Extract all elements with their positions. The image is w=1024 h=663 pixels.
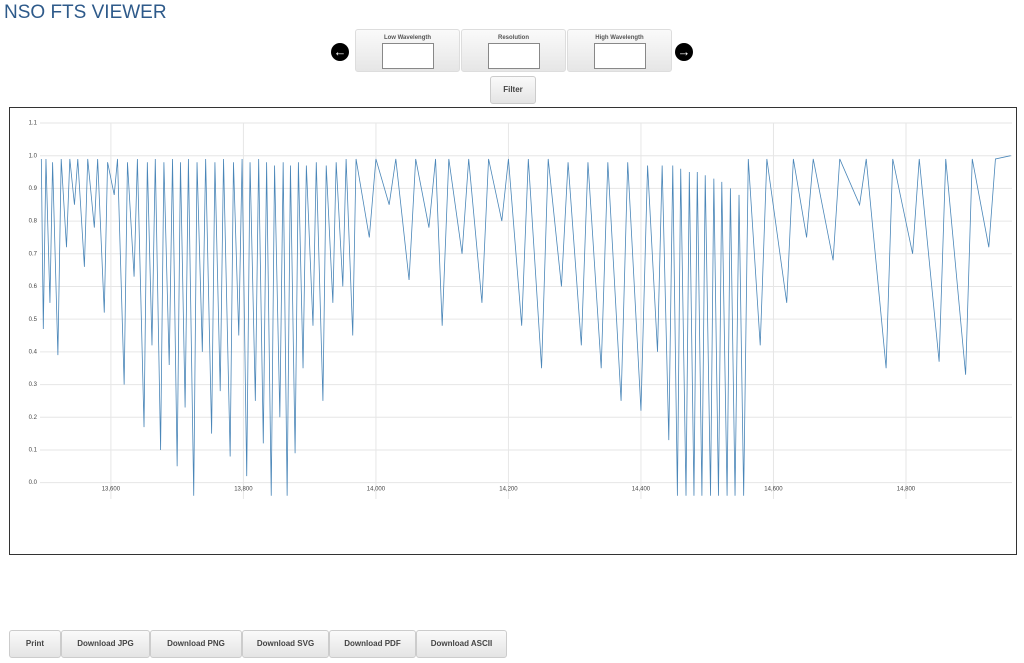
download-button[interactable]: Download ASCII [416,630,507,658]
y-tick-label: 1.0 [29,153,38,159]
prev-button[interactable]: ← [331,43,349,61]
x-tick-label: 13,800 [234,487,253,493]
download-button[interactable]: Print [9,630,61,658]
x-tick-label: 14,400 [632,487,651,493]
app-title: NSO FTS VIEWER [4,2,167,23]
x-tick-label: 14,800 [897,487,916,493]
x-tick-label: 14,000 [367,487,386,493]
input[interactable] [381,43,434,69]
download-button[interactable]: Download JPG [61,630,150,658]
chart: 0.0 0.1 0.2 0.3 0.4 0.5 0.6 0.7 0.8 0.9 1.0 1.1 13,6… [9,107,1017,555]
y-tick-label: 0.2 [29,415,38,421]
y-tick-label: 0.7 [29,251,38,257]
resolution-field[interactable]: Resolution [461,29,566,72]
y-tick-label: 0.3 [29,382,38,388]
y-tick-label: 0.0 [29,480,38,486]
y-tick-label: 0.9 [29,186,38,192]
y-tick-label: 0.4 [29,349,38,355]
download-button[interactable]: Download PNG [150,630,242,658]
y-tick-label: 0.6 [29,284,38,290]
x-tick-label: 13,600 [102,487,121,493]
x-tick-label: 14,200 [499,487,518,493]
input[interactable] [487,43,540,69]
filter-button[interactable]: Filter [490,76,536,104]
field-label: Resolution [498,35,529,41]
y-tick-label: 0.5 [29,317,38,323]
field-label: Low Wavelength [383,35,432,41]
field-label: High Wavelength [595,35,644,41]
input[interactable] [593,43,646,69]
download-button[interactable]: Download SVG [242,630,329,658]
high-field[interactable]: High Wavelength [567,29,672,72]
low-field[interactable]: Low Wavelength [355,29,460,72]
y-tick-label: 1.1 [29,121,38,127]
chart-frame [9,107,1017,555]
download-button[interactable]: Download PDF [329,630,416,658]
spectrum-line [40,155,1011,496]
y-tick-label: 0.8 [29,219,38,225]
x-tick-label: 14,600 [764,487,783,493]
next-button[interactable]: → [675,43,693,61]
y-tick-label: 0.1 [29,448,38,454]
